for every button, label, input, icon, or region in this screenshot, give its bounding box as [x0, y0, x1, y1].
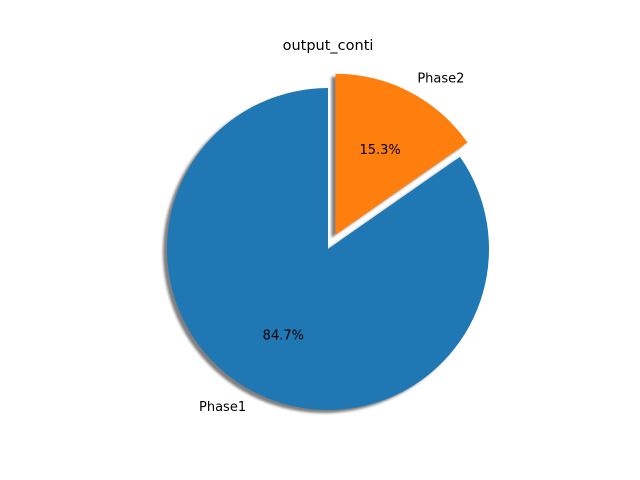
- pie-category-label-phase1: Phase1: [199, 400, 246, 415]
- chart-title: output_conti: [283, 38, 374, 54]
- pie-percent-label-phase2: 15.3%: [359, 143, 400, 158]
- pie-wedges: [167, 73, 490, 411]
- pie-category-label-phase2: Phase2: [417, 72, 464, 87]
- pie-percent-label-phase1: 84.7%: [263, 329, 304, 344]
- pie-slice-phase1: [167, 88, 490, 411]
- pie-labels: 84.7% Phase1 15.3% Phase2: [199, 72, 464, 415]
- pie-slice-phase2: [335, 73, 468, 235]
